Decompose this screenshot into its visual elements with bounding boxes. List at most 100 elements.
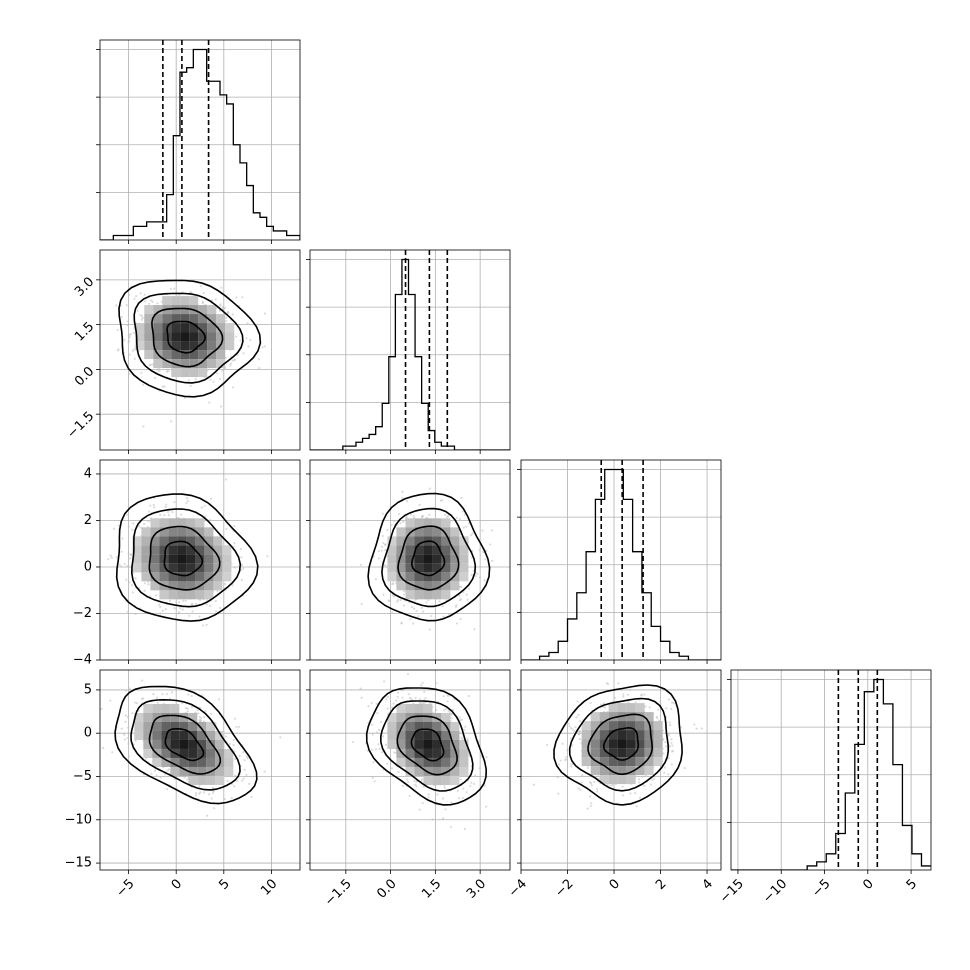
scatter-point [246,757,249,760]
density-cell [162,359,172,369]
scatter-point [394,699,398,702]
scatter-point [596,775,599,778]
scatter-point [670,741,673,744]
scatter-point [188,614,191,617]
scatter-point [463,827,466,831]
scatter-point [478,576,482,579]
scatter-point [463,513,466,516]
density-cell [161,712,171,722]
scatter-point [386,695,389,698]
density-cell [423,581,433,591]
y-tick-label: −5 [73,769,92,784]
scatter-point [133,348,136,351]
scatter-point [204,709,207,712]
scatter-point [470,573,473,576]
density-cell [197,766,207,776]
density-cell [152,757,162,767]
scatter-point [126,736,129,740]
scatter-point [142,697,145,700]
density-cell [150,545,160,555]
scatter-point [130,583,133,587]
density-cell [161,703,171,713]
density-cell [459,563,469,573]
density-cell [581,748,591,758]
density-cell [153,314,163,324]
density-cell [204,563,214,573]
scatter-point [128,353,131,356]
density-cell [459,536,469,546]
panel-border [520,669,722,871]
density-cell [441,775,451,785]
corner-plot-root: −5 0 5 10 −1.5 0.0 1.5 3.0 −4 −2 0 2 4 −15 −10 −5 0 5−1.5… [64,39,932,909]
scatter-point [263,770,266,773]
scatter-point [247,345,250,348]
density-cell [161,757,171,767]
density-cell [180,332,190,342]
scatter-point [210,797,213,800]
density-cell [189,323,199,333]
x-tick-label: −5 [113,876,137,900]
contour-line [568,697,670,792]
scatter-point [395,600,399,603]
scatter-point [258,366,261,370]
density-cell [168,536,178,546]
scatter-point [135,294,138,298]
scatter-point [670,738,673,741]
scatter-point [611,783,614,787]
scatter-point [385,565,388,568]
scatter-point [112,527,116,530]
scatter-point [125,578,128,581]
scatter-point [230,796,233,800]
y-tick-label: 0 [84,559,92,574]
scatter-point [561,742,564,745]
scatter-point [173,501,176,504]
scatter-point [406,778,409,781]
scatter-point [159,612,162,615]
scatter-point [241,296,244,299]
scatter-point [216,590,219,593]
scatter-panel-1-0 [99,249,301,451]
contour-line [130,698,241,791]
scatter-point [134,577,137,580]
scatter-point [627,700,630,704]
density-cell [617,775,627,785]
scatter-point [596,790,599,793]
density-cell [213,563,223,573]
scatter-point [124,720,127,723]
scatter-point [211,791,215,795]
scatter-point [128,581,131,584]
density-cell [396,721,406,731]
scatter-point [181,702,184,705]
scatter-point [145,757,148,760]
scatter-point [139,292,142,295]
panel-border [520,459,722,661]
density-cell [459,766,469,776]
scatter-point [120,565,123,568]
scatter-point [110,556,113,559]
panel-content [100,40,300,240]
density-cell [204,554,214,564]
scatter-point [378,557,381,560]
density-cell [450,581,460,591]
scatter-point [667,757,670,760]
scatter-point [450,712,453,716]
density-cell [617,757,627,767]
scatter-point [131,591,134,594]
density-cell [653,739,663,749]
scatter-point [167,510,170,514]
scatter-point [420,780,423,783]
scatter-point [240,563,243,566]
density-cell [135,332,145,342]
density-cell [162,350,172,360]
scatter-point [664,741,667,744]
density-cell [143,703,153,713]
scatter-point [459,533,462,536]
density-cell [186,545,196,555]
density-cell [423,518,433,528]
density-cell [159,572,169,582]
density-cell [590,757,600,767]
scatter-point [208,519,211,522]
density-cell [150,527,160,537]
scatter-point [653,777,656,780]
scatter-point [214,610,218,613]
